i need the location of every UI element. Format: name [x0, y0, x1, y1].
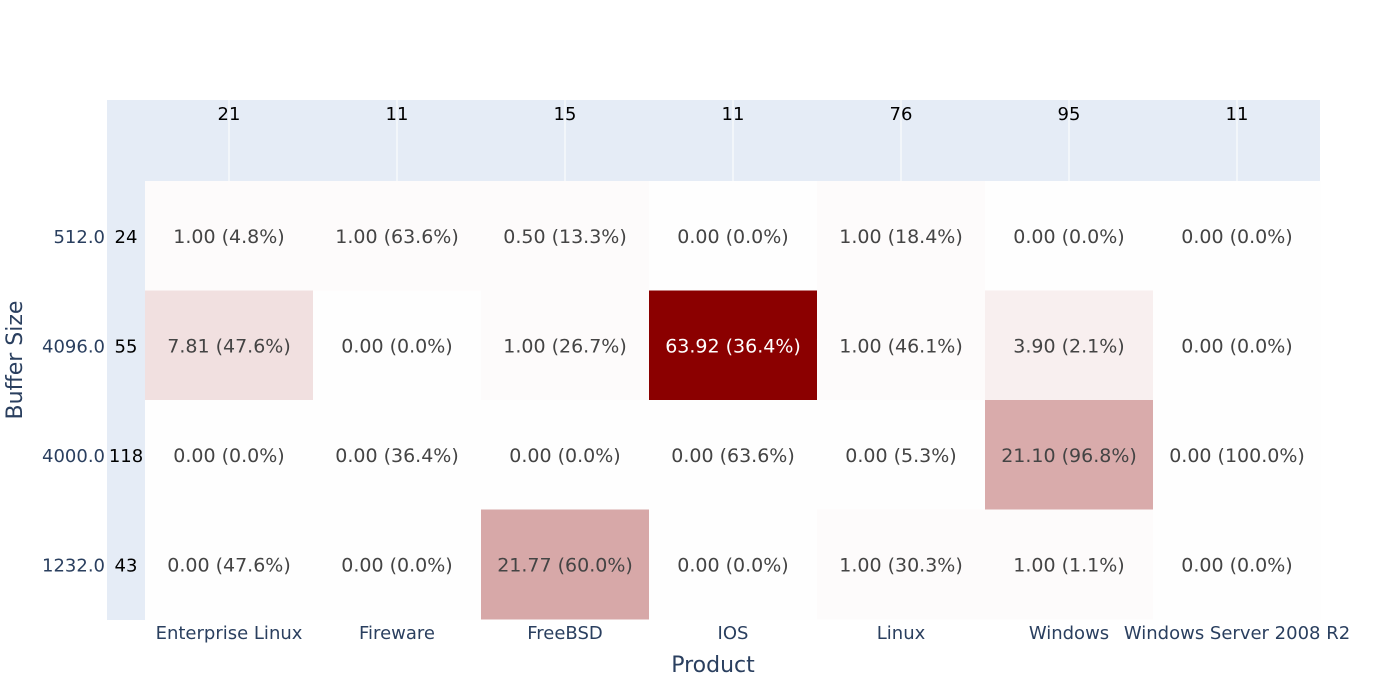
column-total: 95: [1058, 104, 1081, 125]
cell-label: 21.77 (60.0%): [497, 554, 633, 576]
cell-label: 0.00 (0.0%): [1013, 226, 1124, 248]
y-axis-title: Buffer Size: [3, 301, 28, 420]
column-total: 11: [1226, 104, 1249, 125]
heatmap-cell: [649, 400, 817, 510]
x-tick-label: Windows Server 2008 R2: [1124, 623, 1350, 644]
column-total: 11: [386, 104, 409, 125]
cell-label: 0.00 (63.6%): [671, 445, 795, 467]
row-total: 118: [109, 446, 143, 467]
heatmap-cell: [145, 181, 313, 291]
cell-label: 0.00 (0.0%): [341, 335, 452, 357]
heatmap-cell: [817, 400, 985, 510]
cell-label: 1.00 (1.1%): [1013, 554, 1124, 576]
heatmap-cell: [1153, 290, 1321, 401]
cell-label: 21.10 (96.8%): [1001, 445, 1137, 467]
cell-label: 0.00 (0.0%): [677, 554, 788, 576]
heatmap-cell: [481, 509, 649, 620]
y-tick-label: 4000.0: [42, 446, 105, 467]
heatmap-cells: 1.00 (4.8%) 1.00 (63.6%) 0.50 (13.3%) 0.00 …: [145, 181, 1321, 620]
heatmap-cell: [649, 509, 817, 620]
cell-label: 1.00 (63.6%): [335, 226, 459, 248]
column-totals: 21 11 15 11 76 95 11: [218, 104, 1249, 125]
heatmap-cell: [985, 181, 1153, 291]
row-totals: 24 55 118 43: [109, 227, 143, 577]
heatmap-cell: [817, 290, 985, 401]
x-tick-label: Fireware: [359, 623, 435, 644]
heatmap-cell: [481, 181, 649, 291]
heatmap-cell: [145, 400, 313, 510]
heatmap-cell: [649, 290, 817, 401]
cell-label: 0.50 (13.3%): [503, 226, 627, 248]
heatmap-cell: [817, 509, 985, 620]
heatmap-cell: [649, 181, 817, 291]
heatmap-cell: [1153, 181, 1321, 291]
x-tick-label: FreeBSD: [527, 623, 603, 644]
heatmap-cell: [481, 400, 649, 510]
row-total: 43: [115, 555, 138, 576]
cell-label: 1.00 (30.3%): [839, 554, 963, 576]
heatmap-cell: [1153, 400, 1321, 510]
cell-label: 1.00 (26.7%): [503, 335, 627, 357]
column-total: 76: [890, 104, 913, 125]
heatmap-cell: [985, 290, 1153, 401]
cell-label: 63.92 (36.4%): [665, 335, 801, 357]
row-total: 55: [115, 336, 138, 357]
heatmap-cell: [145, 290, 313, 401]
cell-label: 0.00 (0.0%): [1181, 226, 1292, 248]
column-total: 15: [554, 104, 577, 125]
heatmap-cell: [481, 290, 649, 401]
heatmap-cell: [313, 400, 481, 510]
cell-label: 0.00 (0.0%): [509, 445, 620, 467]
x-axis-title: Product: [671, 653, 755, 678]
x-tick-label: IOS: [718, 623, 749, 644]
y-tick-label: 4096.0: [42, 336, 105, 357]
top-margin-bar: [107, 100, 1320, 181]
y-tick-label: 1232.0: [42, 555, 105, 576]
heatmap-cell: [313, 509, 481, 620]
column-total: 11: [722, 104, 745, 125]
cell-label: 0.00 (0.0%): [1181, 335, 1292, 357]
heatmap-cell: [817, 181, 985, 291]
x-axis-ticks: Enterprise Linux Fireware FreeBSD IOS Linux W…: [156, 623, 1351, 644]
y-axis-ticks: 512.0 4096.0 4000.0 1232.0: [42, 227, 105, 577]
cell-label: 0.00 (100.0%): [1169, 445, 1305, 467]
cell-label: 0.00 (0.0%): [1181, 554, 1292, 576]
heatmap-cell: [985, 509, 1153, 620]
cell-label: 0.00 (47.6%): [167, 554, 291, 576]
heatmap-cell: [313, 290, 481, 401]
cell-label: 0.00 (36.4%): [335, 445, 459, 467]
column-total: 21: [218, 104, 241, 125]
cell-label: 0.00 (5.3%): [845, 445, 956, 467]
heatmap-cell: [145, 509, 313, 620]
margin-bars: [107, 100, 1320, 620]
heatmap-cell: [985, 400, 1153, 510]
cell-label: 1.00 (18.4%): [839, 226, 963, 248]
x-tick-label: Windows: [1029, 623, 1109, 644]
x-tick-label: Linux: [877, 623, 926, 644]
cell-label: 1.00 (4.8%): [173, 226, 284, 248]
heatmap-cell: [1153, 509, 1321, 620]
cell-label: 0.00 (0.0%): [173, 445, 284, 467]
cell-label: 0.00 (0.0%): [677, 226, 788, 248]
cell-label: 7.81 (47.6%): [167, 335, 291, 357]
row-total: 24: [115, 227, 138, 248]
x-tick-label: Enterprise Linux: [156, 623, 303, 644]
cell-label: 1.00 (46.1%): [839, 335, 963, 357]
left-margin-bar: [107, 100, 145, 620]
cell-label: 0.00 (0.0%): [341, 554, 452, 576]
cell-label: 3.90 (2.1%): [1013, 335, 1124, 357]
heatmap-cell: [313, 181, 481, 291]
y-tick-label: 512.0: [53, 227, 105, 248]
